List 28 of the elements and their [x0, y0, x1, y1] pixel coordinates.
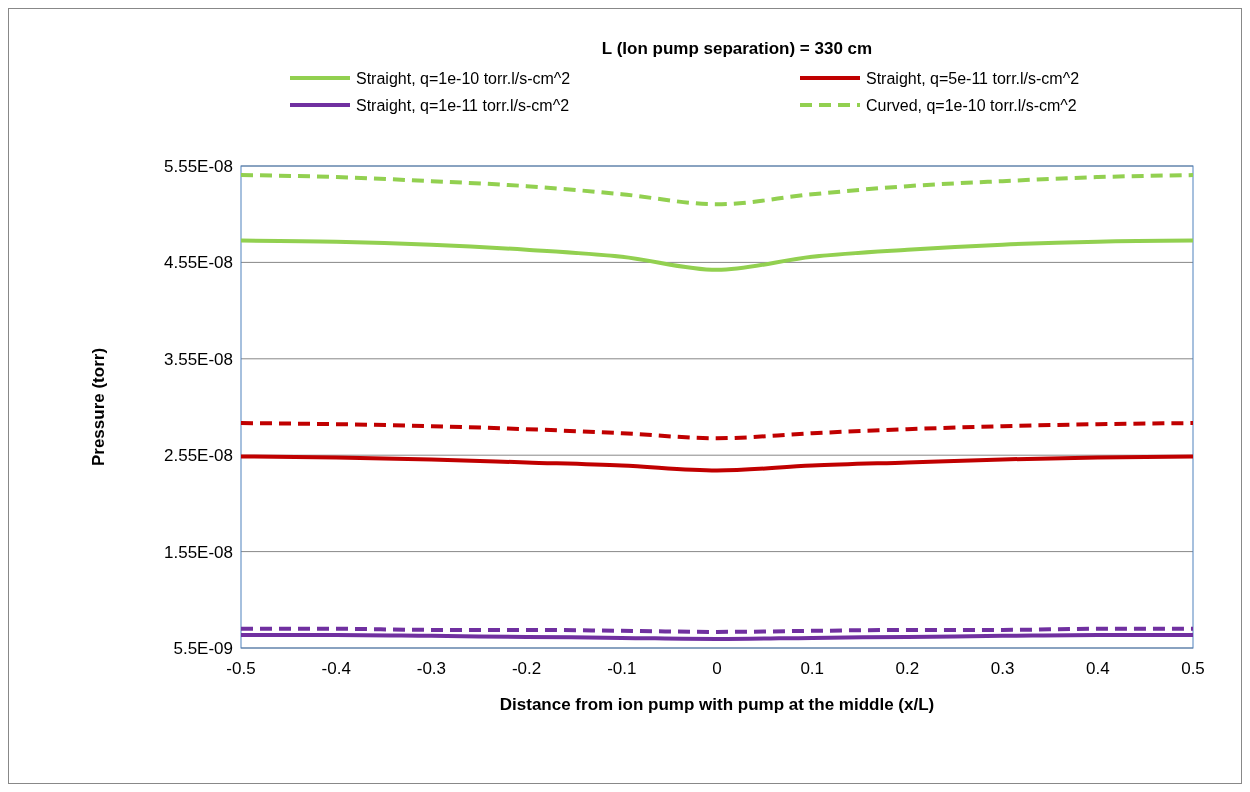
x-tick-label: -0.1 [607, 659, 637, 678]
x-axis-title: Distance from ion pump with pump at the middle (x/L) [499, 695, 935, 714]
line-series [239, 421, 1195, 441]
x-tick-label: -0.3 [416, 659, 447, 678]
x-tick-label: 0.2 [895, 659, 920, 678]
x-tick-label: 0.1 [800, 659, 825, 678]
legend-label: Straight, q=5e-11 torr.l/s-cm^2 [866, 70, 1080, 87]
x-tick-label: -0.2 [511, 659, 542, 678]
chart-title: L (Ion pump separation) = 330 cm [601, 39, 873, 58]
legend-label: Straight, q=1e-10 torr.l/s-cm^2 [356, 70, 571, 87]
y-tick-label: 5.5E-09 [173, 638, 233, 658]
x-tick-label: 0 [712, 659, 722, 678]
y-axis-title: Pressure (torr) [89, 347, 108, 467]
legend-label: Curved, q=1e-10 torr.l/s-cm^2 [866, 97, 1077, 114]
x-tick-label: 0.5 [1181, 659, 1205, 678]
line-series [239, 238, 1195, 272]
line-series [239, 173, 1195, 207]
x-tick-label: -0.5 [226, 659, 256, 678]
x-tick-label: -0.4 [321, 659, 351, 678]
legend-label: Straight, q=1e-11 torr.l/s-cm^2 [356, 97, 570, 114]
y-tick-label: 5.55E-08 [164, 156, 233, 176]
x-tick-label: 0.4 [1085, 659, 1110, 678]
line-series [239, 454, 1195, 473]
y-tick-label: 4.55E-08 [164, 253, 233, 273]
y-tick-label: 2.55E-08 [164, 446, 233, 466]
x-tick-label: 0.3 [990, 659, 1015, 678]
y-tick-label: 3.55E-08 [164, 349, 233, 369]
y-tick-label: 1.55E-08 [164, 542, 233, 562]
